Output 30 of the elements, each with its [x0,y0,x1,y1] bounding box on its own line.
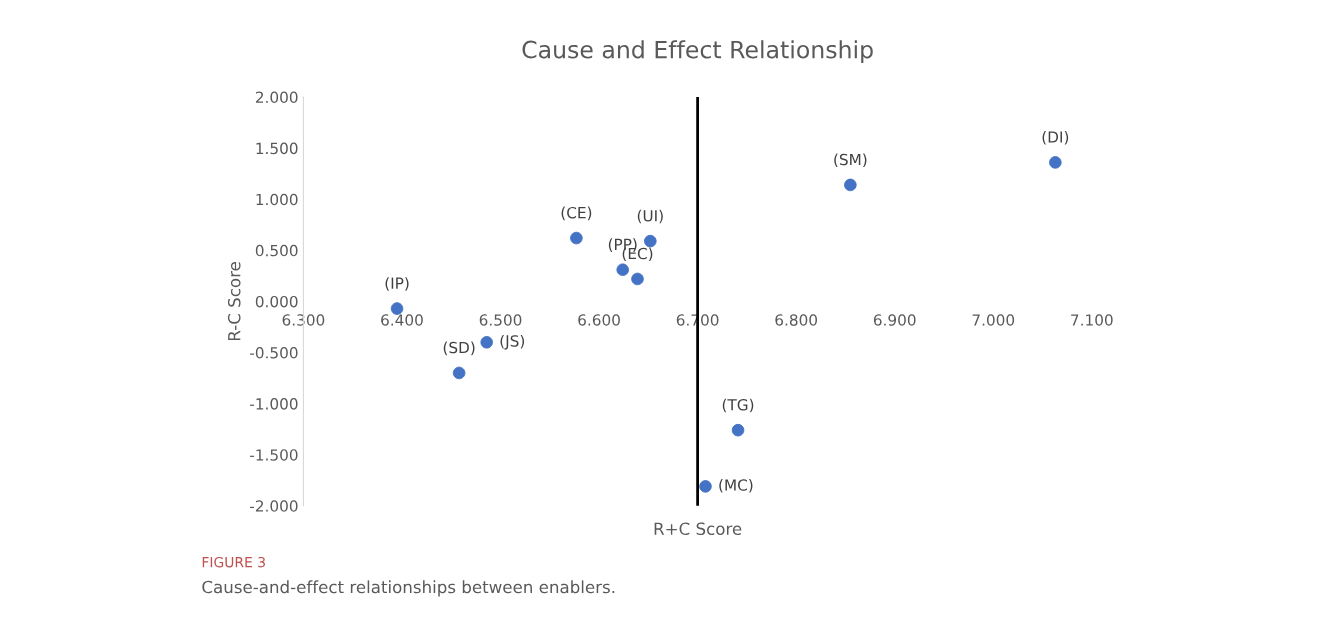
text: Cause-and-effect relationships between enablers. [202,580,615,597]
x-tick-label: 6.800 [775,314,818,326]
x-tick-label: 7.100 [1071,314,1113,326]
annotation: (SD) [443,341,475,356]
x-tick-label: 6.900 [873,314,916,326]
x-tick-label: 6.600 [578,314,620,326]
y-tick-label: 2.000 [255,91,298,104]
x-axis-title: R+C Score [654,522,742,536]
chart-title: Cause and Effect Relationship [522,40,873,64]
x-tick-label: 7.000 [972,314,1015,326]
caption: FIGURE 3 [202,556,265,568]
annotation: (CE) [561,206,592,221]
annotation: (JS) [500,334,525,350]
x-tick-label: 6.500 [479,314,522,326]
annotation: (IP) [385,277,409,291]
x-tick-label: 6.400 [381,314,423,326]
y-tick-label: -1.000 [250,398,298,410]
y-tick-label: 0.500 [255,244,298,257]
y-tick-label: -2.000 [250,500,298,512]
annotation: (MC) [719,479,753,493]
y-tick-label: -1.500 [250,449,298,461]
y-tick-label: -0.500 [250,346,298,359]
annotation: (SM) [834,153,867,168]
y-tick-label: 1.000 [256,193,298,206]
y-axis-title: R-C Score [227,262,241,341]
y-tick-label: 0.000 [255,295,298,308]
y-tick-label: 1.500 [256,142,298,155]
annotation: (UI) [637,209,663,224]
annotation: (TG) [722,398,754,413]
annotation: (DI) [1042,131,1069,145]
